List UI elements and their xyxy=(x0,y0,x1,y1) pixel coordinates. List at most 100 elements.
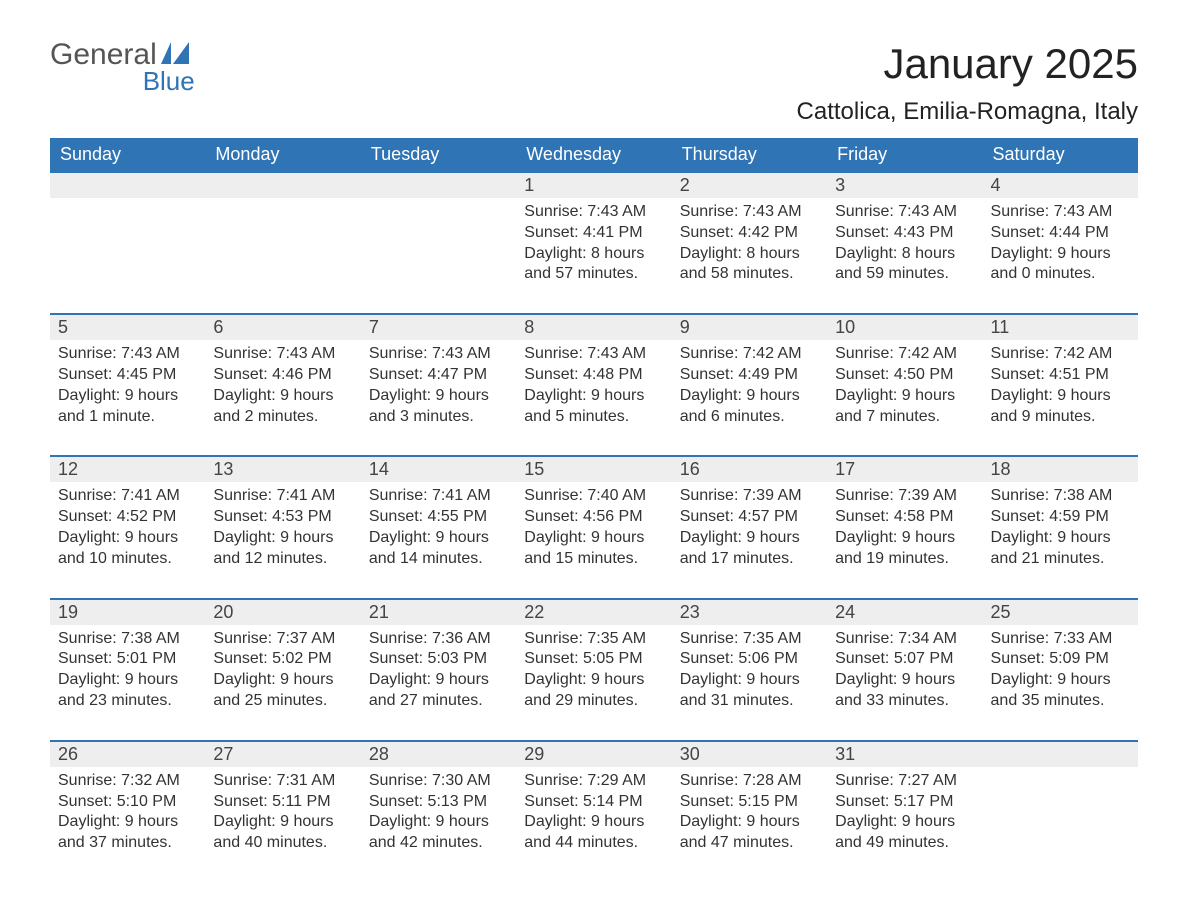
day-details: Sunrise: 7:38 AMSunset: 5:01 PMDaylight:… xyxy=(50,625,205,740)
sunset-line: Sunset: 4:48 PM xyxy=(524,365,663,386)
sunrise-line: Sunrise: 7:43 AM xyxy=(991,202,1130,223)
daylight-line-1: Daylight: 9 hours xyxy=(213,812,352,833)
calendar-day-cell: 1Sunrise: 7:43 AMSunset: 4:41 PMDaylight… xyxy=(516,172,671,314)
logo-text-blue: Blue xyxy=(140,68,195,94)
day-number: 30 xyxy=(672,742,827,767)
sunset-line: Sunset: 5:09 PM xyxy=(991,649,1130,670)
day-details: Sunrise: 7:41 AMSunset: 4:52 PMDaylight:… xyxy=(50,482,205,597)
sunset-line: Sunset: 5:17 PM xyxy=(835,792,974,813)
calendar-day-cell: 3Sunrise: 7:43 AMSunset: 4:43 PMDaylight… xyxy=(827,172,982,314)
day-number: 20 xyxy=(205,600,360,625)
daylight-line-2: and 23 minutes. xyxy=(58,691,197,712)
daylight-line-1: Daylight: 9 hours xyxy=(58,386,197,407)
calendar-day-cell: 10Sunrise: 7:42 AMSunset: 4:50 PMDayligh… xyxy=(827,314,982,456)
sunset-line: Sunset: 5:14 PM xyxy=(524,792,663,813)
calendar-empty-cell xyxy=(361,172,516,314)
calendar-day-cell: 14Sunrise: 7:41 AMSunset: 4:55 PMDayligh… xyxy=(361,456,516,598)
daylight-line-2: and 47 minutes. xyxy=(680,833,819,854)
day-number: 3 xyxy=(827,173,982,198)
day-details: Sunrise: 7:33 AMSunset: 5:09 PMDaylight:… xyxy=(983,625,1138,740)
calendar-day-cell: 5Sunrise: 7:43 AMSunset: 4:45 PMDaylight… xyxy=(50,314,205,456)
daylight-line-2: and 1 minute. xyxy=(58,407,197,428)
weekday-header-row: SundayMondayTuesdayWednesdayThursdayFrid… xyxy=(50,138,1138,172)
day-details: Sunrise: 7:29 AMSunset: 5:14 PMDaylight:… xyxy=(516,767,671,882)
logo-text-general: General xyxy=(50,40,157,70)
daynum-empty xyxy=(983,742,1138,767)
day-details: Sunrise: 7:38 AMSunset: 4:59 PMDaylight:… xyxy=(983,482,1138,597)
daybody-empty xyxy=(205,198,360,288)
daylight-line-2: and 40 minutes. xyxy=(213,833,352,854)
day-details: Sunrise: 7:43 AMSunset: 4:41 PMDaylight:… xyxy=(516,198,671,313)
sunrise-line: Sunrise: 7:39 AM xyxy=(835,486,974,507)
day-number: 29 xyxy=(516,742,671,767)
sunset-line: Sunset: 4:58 PM xyxy=(835,507,974,528)
calendar-day-cell: 31Sunrise: 7:27 AMSunset: 5:17 PMDayligh… xyxy=(827,741,982,882)
daylight-line-2: and 9 minutes. xyxy=(991,407,1130,428)
daylight-line-2: and 37 minutes. xyxy=(58,833,197,854)
sunset-line: Sunset: 4:59 PM xyxy=(991,507,1130,528)
sunrise-line: Sunrise: 7:40 AM xyxy=(524,486,663,507)
sunset-line: Sunset: 4:47 PM xyxy=(369,365,508,386)
daylight-line-1: Daylight: 9 hours xyxy=(369,528,508,549)
daylight-line-2: and 21 minutes. xyxy=(991,549,1130,570)
sunset-line: Sunset: 4:57 PM xyxy=(680,507,819,528)
daylight-line-2: and 49 minutes. xyxy=(835,833,974,854)
daylight-line-2: and 33 minutes. xyxy=(835,691,974,712)
day-number: 14 xyxy=(361,457,516,482)
sunrise-line: Sunrise: 7:41 AM xyxy=(369,486,508,507)
day-details: Sunrise: 7:28 AMSunset: 5:15 PMDaylight:… xyxy=(672,767,827,882)
sunrise-line: Sunrise: 7:28 AM xyxy=(680,771,819,792)
calendar-day-cell: 6Sunrise: 7:43 AMSunset: 4:46 PMDaylight… xyxy=(205,314,360,456)
calendar-day-cell: 21Sunrise: 7:36 AMSunset: 5:03 PMDayligh… xyxy=(361,599,516,741)
calendar-day-cell: 18Sunrise: 7:38 AMSunset: 4:59 PMDayligh… xyxy=(983,456,1138,598)
day-number: 8 xyxy=(516,315,671,340)
sunrise-line: Sunrise: 7:35 AM xyxy=(524,629,663,650)
day-details: Sunrise: 7:39 AMSunset: 4:57 PMDaylight:… xyxy=(672,482,827,597)
sunset-line: Sunset: 5:02 PM xyxy=(213,649,352,670)
month-title: January 2025 xyxy=(797,40,1138,88)
day-details: Sunrise: 7:35 AMSunset: 5:06 PMDaylight:… xyxy=(672,625,827,740)
daynum-empty xyxy=(50,173,205,198)
daylight-line-2: and 5 minutes. xyxy=(524,407,663,428)
sunset-line: Sunset: 4:51 PM xyxy=(991,365,1130,386)
calendar-day-cell: 13Sunrise: 7:41 AMSunset: 4:53 PMDayligh… xyxy=(205,456,360,598)
daylight-line-2: and 17 minutes. xyxy=(680,549,819,570)
sunrise-line: Sunrise: 7:41 AM xyxy=(213,486,352,507)
day-number: 25 xyxy=(983,600,1138,625)
sunset-line: Sunset: 4:56 PM xyxy=(524,507,663,528)
sunset-line: Sunset: 5:01 PM xyxy=(58,649,197,670)
calendar-day-cell: 25Sunrise: 7:33 AMSunset: 5:09 PMDayligh… xyxy=(983,599,1138,741)
daylight-line-2: and 29 minutes. xyxy=(524,691,663,712)
daylight-line-1: Daylight: 9 hours xyxy=(680,812,819,833)
day-number: 10 xyxy=(827,315,982,340)
daylight-line-2: and 7 minutes. xyxy=(835,407,974,428)
sunrise-line: Sunrise: 7:33 AM xyxy=(991,629,1130,650)
sunrise-line: Sunrise: 7:36 AM xyxy=(369,629,508,650)
daylight-line-2: and 59 minutes. xyxy=(835,264,974,285)
daylight-line-1: Daylight: 9 hours xyxy=(524,812,663,833)
sunrise-line: Sunrise: 7:43 AM xyxy=(58,344,197,365)
calendar-row: 5Sunrise: 7:43 AMSunset: 4:45 PMDaylight… xyxy=(50,314,1138,456)
day-details: Sunrise: 7:27 AMSunset: 5:17 PMDaylight:… xyxy=(827,767,982,882)
day-details: Sunrise: 7:43 AMSunset: 4:44 PMDaylight:… xyxy=(983,198,1138,313)
day-number: 19 xyxy=(50,600,205,625)
title-block: January 2025 Cattolica, Emilia-Romagna, … xyxy=(797,40,1138,126)
daylight-line-1: Daylight: 9 hours xyxy=(835,670,974,691)
daylight-line-1: Daylight: 9 hours xyxy=(991,528,1130,549)
day-details: Sunrise: 7:43 AMSunset: 4:45 PMDaylight:… xyxy=(50,340,205,455)
daylight-line-1: Daylight: 9 hours xyxy=(524,386,663,407)
weekday-header: Monday xyxy=(205,138,360,172)
calendar-table: SundayMondayTuesdayWednesdayThursdayFrid… xyxy=(50,138,1138,882)
sunset-line: Sunset: 4:53 PM xyxy=(213,507,352,528)
sunrise-line: Sunrise: 7:43 AM xyxy=(524,202,663,223)
weekday-header: Sunday xyxy=(50,138,205,172)
day-details: Sunrise: 7:30 AMSunset: 5:13 PMDaylight:… xyxy=(361,767,516,882)
sunset-line: Sunset: 5:07 PM xyxy=(835,649,974,670)
sunrise-line: Sunrise: 7:31 AM xyxy=(213,771,352,792)
sunrise-line: Sunrise: 7:38 AM xyxy=(991,486,1130,507)
sunset-line: Sunset: 5:05 PM xyxy=(524,649,663,670)
sunrise-line: Sunrise: 7:27 AM xyxy=(835,771,974,792)
day-details: Sunrise: 7:41 AMSunset: 4:55 PMDaylight:… xyxy=(361,482,516,597)
calendar-day-cell: 15Sunrise: 7:40 AMSunset: 4:56 PMDayligh… xyxy=(516,456,671,598)
day-number: 18 xyxy=(983,457,1138,482)
